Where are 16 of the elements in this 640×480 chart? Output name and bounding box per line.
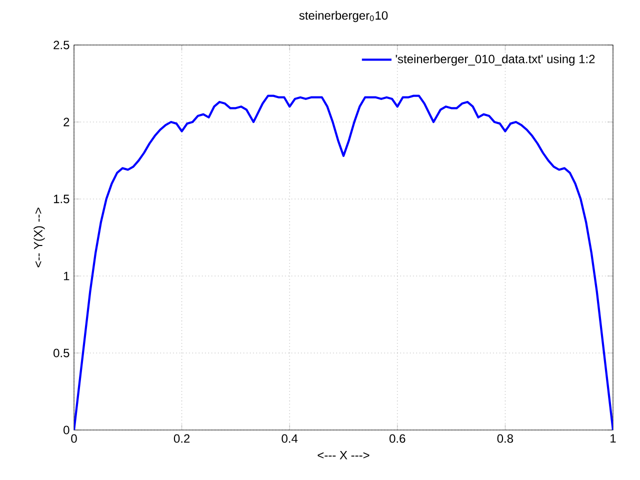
x-tick-label: 0.6 (390, 434, 406, 443)
y-tick-label: 1.5 (54, 194, 70, 204)
chart-title: steinerberger$_{0}$10 (299, 10, 388, 22)
y-tick-label: 2.5 (54, 40, 70, 50)
legend-label: 'steinerberger_010_data.txt' using 1:2 (396, 54, 595, 66)
x-axis-title: <--- X ---> (318, 451, 370, 460)
x-tick-label: 0 (71, 434, 77, 443)
y-tick-label: 2 (64, 118, 70, 126)
x-tick-label: 0.8 (497, 434, 514, 443)
x-tick-label: 0.4 (282, 434, 298, 443)
y-tick-label: 0 (64, 426, 70, 434)
y-tick-label: 1 (64, 272, 70, 280)
y-axis-title: <-- Y(X) --> (34, 208, 45, 268)
y-tick-label: 0.5 (54, 348, 70, 358)
x-tick-label: 0.2 (174, 434, 190, 443)
x-tick-label: 1 (610, 434, 616, 443)
